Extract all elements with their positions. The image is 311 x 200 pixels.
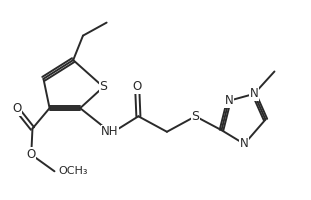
Text: O: O [12, 102, 22, 115]
Text: S: S [99, 80, 107, 93]
Text: NH: NH [101, 125, 118, 138]
Text: O: O [132, 80, 142, 93]
Text: OCH₃: OCH₃ [58, 166, 88, 176]
Text: N: N [225, 94, 233, 107]
Text: S: S [192, 110, 199, 123]
Text: N: N [240, 137, 249, 150]
Text: O: O [27, 148, 36, 161]
Text: N: N [250, 87, 258, 100]
